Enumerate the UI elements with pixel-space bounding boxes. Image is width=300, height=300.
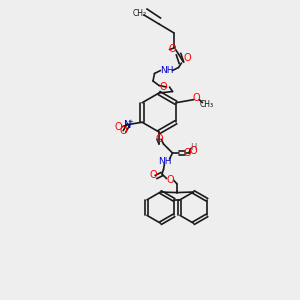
- Text: +: +: [127, 119, 133, 125]
- Text: CH₂: CH₂: [132, 9, 147, 18]
- Text: O: O: [169, 44, 176, 55]
- Text: CH₃: CH₃: [199, 100, 214, 109]
- Text: O: O: [184, 53, 191, 64]
- Text: O: O: [193, 93, 200, 103]
- Text: O: O: [155, 134, 163, 144]
- Text: NH: NH: [158, 158, 171, 166]
- Text: NH: NH: [160, 66, 173, 75]
- Text: O: O: [184, 148, 191, 158]
- Text: O: O: [189, 146, 197, 156]
- Text: O: O: [149, 169, 157, 180]
- Text: H: H: [190, 143, 197, 152]
- Text: O: O: [167, 175, 174, 185]
- Text: O: O: [119, 126, 127, 136]
- Text: N: N: [124, 119, 131, 130]
- Text: O: O: [160, 82, 167, 92]
- Text: O: O: [115, 122, 122, 133]
